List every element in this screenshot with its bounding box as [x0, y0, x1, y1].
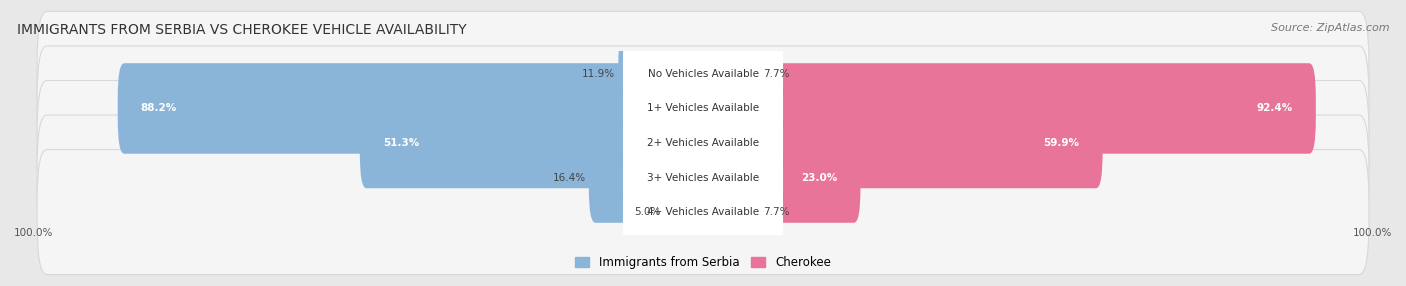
- FancyBboxPatch shape: [360, 98, 710, 188]
- Text: 92.4%: 92.4%: [1257, 104, 1294, 114]
- Text: 3+ Vehicles Available: 3+ Vehicles Available: [647, 172, 759, 182]
- Text: 11.9%: 11.9%: [582, 69, 614, 79]
- Text: 23.0%: 23.0%: [801, 172, 838, 182]
- Text: 100.0%: 100.0%: [1353, 228, 1392, 238]
- FancyBboxPatch shape: [696, 132, 860, 223]
- Text: 16.4%: 16.4%: [553, 172, 585, 182]
- Text: 2+ Vehicles Available: 2+ Vehicles Available: [647, 138, 759, 148]
- FancyBboxPatch shape: [696, 29, 761, 119]
- Text: IMMIGRANTS FROM SERBIA VS CHEROKEE VEHICLE AVAILABILITY: IMMIGRANTS FROM SERBIA VS CHEROKEE VEHIC…: [17, 23, 467, 37]
- Text: 100.0%: 100.0%: [14, 228, 53, 238]
- Text: No Vehicles Available: No Vehicles Available: [648, 69, 758, 79]
- FancyBboxPatch shape: [696, 98, 1102, 188]
- FancyBboxPatch shape: [37, 46, 1369, 171]
- FancyBboxPatch shape: [623, 125, 783, 231]
- FancyBboxPatch shape: [619, 29, 710, 119]
- FancyBboxPatch shape: [118, 63, 710, 154]
- FancyBboxPatch shape: [623, 55, 783, 161]
- Text: 59.9%: 59.9%: [1043, 138, 1080, 148]
- Text: Source: ZipAtlas.com: Source: ZipAtlas.com: [1271, 23, 1389, 33]
- Text: 4+ Vehicles Available: 4+ Vehicles Available: [647, 207, 759, 217]
- Text: 7.7%: 7.7%: [763, 69, 790, 79]
- Text: 51.3%: 51.3%: [382, 138, 419, 148]
- FancyBboxPatch shape: [696, 167, 761, 257]
- FancyBboxPatch shape: [37, 80, 1369, 206]
- FancyBboxPatch shape: [37, 115, 1369, 240]
- FancyBboxPatch shape: [623, 90, 783, 196]
- FancyBboxPatch shape: [696, 63, 1316, 154]
- Text: 88.2%: 88.2%: [141, 104, 177, 114]
- FancyBboxPatch shape: [664, 167, 710, 257]
- FancyBboxPatch shape: [623, 21, 783, 127]
- FancyBboxPatch shape: [37, 11, 1369, 136]
- FancyBboxPatch shape: [589, 132, 710, 223]
- Text: 7.7%: 7.7%: [763, 207, 790, 217]
- FancyBboxPatch shape: [623, 159, 783, 265]
- Text: 1+ Vehicles Available: 1+ Vehicles Available: [647, 104, 759, 114]
- Text: 5.0%: 5.0%: [634, 207, 661, 217]
- Legend: Immigrants from Serbia, Cherokee: Immigrants from Serbia, Cherokee: [575, 256, 831, 269]
- FancyBboxPatch shape: [37, 150, 1369, 275]
